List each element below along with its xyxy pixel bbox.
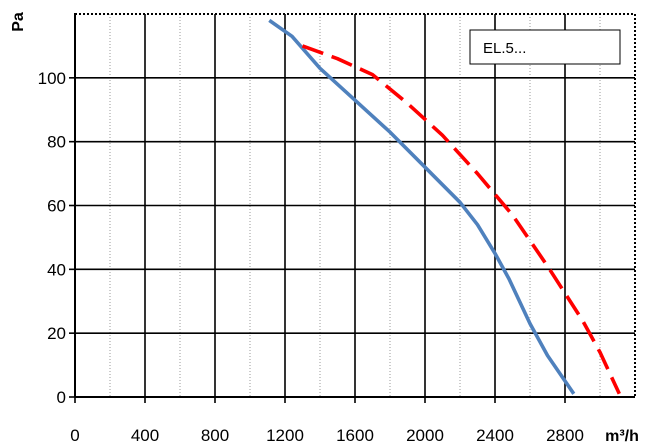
x-tick-label: 2800 — [546, 426, 584, 445]
series-layer — [268, 18, 621, 395]
x-tick-label: 2000 — [406, 426, 444, 445]
legend-box-text: EL.5... — [483, 40, 526, 57]
legend-box: EL.5... — [469, 29, 621, 65]
x-tick-label: 400 — [131, 426, 159, 445]
y-tick-label: 20 — [47, 324, 66, 343]
x-tick-label: 0 — [70, 426, 79, 445]
x-tick-label: 1200 — [266, 426, 304, 445]
x-tick-label: 800 — [201, 426, 229, 445]
x-axis-label: m³/h — [605, 428, 639, 445]
y-tick-label: 80 — [47, 133, 66, 152]
y-tick-label: 40 — [47, 260, 66, 279]
plot-frame — [74, 13, 636, 398]
x-axis-ticks: 0 400 800 1200 1600 2000 2400 2800 — [70, 397, 584, 445]
series-line-1 — [268, 18, 576, 395]
y-tick-label: 100 — [38, 69, 66, 88]
y-axis-ticks: 0 20 40 60 80 100 — [38, 69, 75, 407]
x-tick-label: 1600 — [336, 426, 374, 445]
y-tick-label: 60 — [47, 197, 66, 216]
y-tick-label: 0 — [57, 388, 66, 407]
y-axis-label: Pa — [10, 12, 27, 32]
series-line-2 — [301, 44, 621, 395]
x-tick-label: 2400 — [476, 426, 514, 445]
